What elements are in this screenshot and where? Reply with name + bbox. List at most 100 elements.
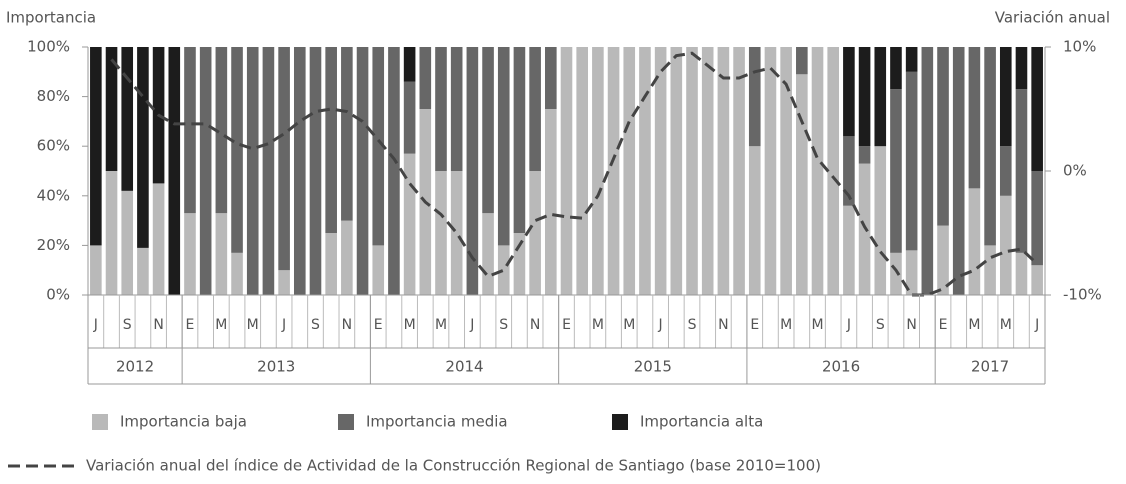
bar-segment bbox=[905, 71, 918, 251]
bar-segment bbox=[999, 47, 1012, 147]
x-tick-label: E bbox=[374, 317, 383, 333]
bar-segment bbox=[1031, 171, 1043, 266]
x-tick-label: M bbox=[811, 317, 823, 333]
bar-segment bbox=[670, 47, 683, 295]
bar-segment bbox=[246, 47, 259, 295]
y-tick-label: 20% bbox=[37, 236, 70, 254]
bar-segment bbox=[90, 47, 102, 246]
bar-segment bbox=[184, 213, 196, 295]
bar-segment bbox=[796, 74, 808, 295]
bar-segment bbox=[686, 47, 698, 295]
bar-segment bbox=[121, 190, 134, 295]
bar-segment bbox=[984, 245, 996, 295]
bar-segment bbox=[137, 47, 149, 248]
bar-segment bbox=[639, 47, 651, 295]
group-label: 2014 bbox=[445, 358, 483, 376]
bar-segment bbox=[529, 171, 541, 295]
bar-segment bbox=[105, 171, 118, 295]
bar-segment bbox=[435, 47, 447, 171]
bar-segment bbox=[890, 47, 902, 90]
bar-segment bbox=[937, 47, 949, 226]
bar-segment bbox=[497, 245, 510, 295]
bar-segment bbox=[858, 146, 871, 164]
bar-segment bbox=[701, 47, 714, 295]
x-tick-label: N bbox=[342, 317, 352, 333]
bar-segment bbox=[403, 47, 416, 82]
bar-segment bbox=[560, 47, 573, 295]
x-tick-label: M bbox=[968, 317, 980, 333]
bar-segment bbox=[717, 47, 730, 295]
bar-segment bbox=[403, 153, 416, 295]
bar-segment bbox=[576, 47, 588, 295]
x-tick-label: N bbox=[530, 317, 540, 333]
group-label: 2017 bbox=[971, 358, 1009, 376]
bar-segment bbox=[388, 47, 400, 295]
x-tick-label: J bbox=[658, 317, 663, 333]
bar-segment bbox=[890, 252, 902, 295]
y2-tick-label: 10% bbox=[1063, 38, 1096, 56]
x-tick-label: M bbox=[623, 317, 635, 333]
legend-label: Variación anual del índice de Actividad … bbox=[86, 457, 821, 475]
bar-segment bbox=[843, 205, 855, 295]
x-tick-label: E bbox=[750, 317, 759, 333]
bar-segment bbox=[450, 171, 463, 295]
bar-segment bbox=[968, 47, 981, 189]
bar-segment bbox=[419, 47, 432, 109]
bar-segment bbox=[874, 47, 887, 147]
bar-segment bbox=[168, 47, 181, 295]
bar-segment bbox=[278, 47, 290, 271]
x-tick-label: S bbox=[499, 317, 508, 333]
bar-segment bbox=[999, 195, 1012, 295]
x-tick-label: N bbox=[906, 317, 916, 333]
bar-segment bbox=[341, 220, 353, 295]
bar-segment bbox=[748, 47, 761, 147]
bar-segment bbox=[137, 247, 149, 295]
bar-segment bbox=[1015, 252, 1028, 295]
bar-segment bbox=[921, 47, 934, 295]
x-tick-label: M bbox=[1000, 317, 1012, 333]
bar-segment bbox=[1015, 89, 1028, 253]
x-tick-label: M bbox=[435, 317, 447, 333]
bar-segment bbox=[231, 47, 243, 253]
y2-tick-label: -10% bbox=[1063, 286, 1102, 304]
x-tick-label: J bbox=[1034, 317, 1039, 333]
legend-label: Importancia alta bbox=[640, 413, 763, 431]
group-label: 2016 bbox=[822, 358, 860, 376]
bar-segment bbox=[356, 47, 369, 295]
x-tick-label: M bbox=[247, 317, 259, 333]
x-tick-label: J bbox=[93, 317, 98, 333]
bar-segment bbox=[545, 109, 557, 295]
bar-segment bbox=[890, 89, 902, 253]
bar-segment bbox=[199, 47, 212, 295]
bar-segment bbox=[435, 171, 447, 295]
x-tick-label: E bbox=[939, 317, 948, 333]
x-tick-label: M bbox=[592, 317, 604, 333]
y-axis-title: Importancia bbox=[6, 9, 96, 27]
bar-segment bbox=[843, 136, 855, 206]
x-tick-label: E bbox=[186, 317, 195, 333]
bar-segment bbox=[152, 183, 165, 295]
bar-segment bbox=[341, 47, 353, 221]
bar-segment bbox=[403, 81, 416, 154]
x-tick-label: S bbox=[123, 317, 132, 333]
bar-segment bbox=[215, 213, 228, 295]
y-tick-label: 80% bbox=[37, 87, 70, 105]
bar-segment bbox=[529, 47, 541, 171]
legend-swatch bbox=[338, 414, 354, 430]
bar-segment bbox=[1031, 265, 1043, 295]
bar-segment bbox=[607, 47, 620, 295]
bar-segment bbox=[545, 47, 557, 109]
x-tick-label: S bbox=[311, 317, 320, 333]
bar-segment bbox=[733, 47, 745, 295]
x-tick-label: M bbox=[404, 317, 416, 333]
bar-segment bbox=[105, 47, 118, 171]
bar-segment bbox=[1015, 47, 1028, 90]
bar-segment bbox=[309, 47, 322, 295]
bar-segment bbox=[905, 250, 918, 295]
bar-segment bbox=[780, 47, 792, 295]
bar-segment bbox=[592, 47, 604, 295]
bar-segment bbox=[215, 47, 228, 214]
bar-segment bbox=[968, 188, 981, 295]
